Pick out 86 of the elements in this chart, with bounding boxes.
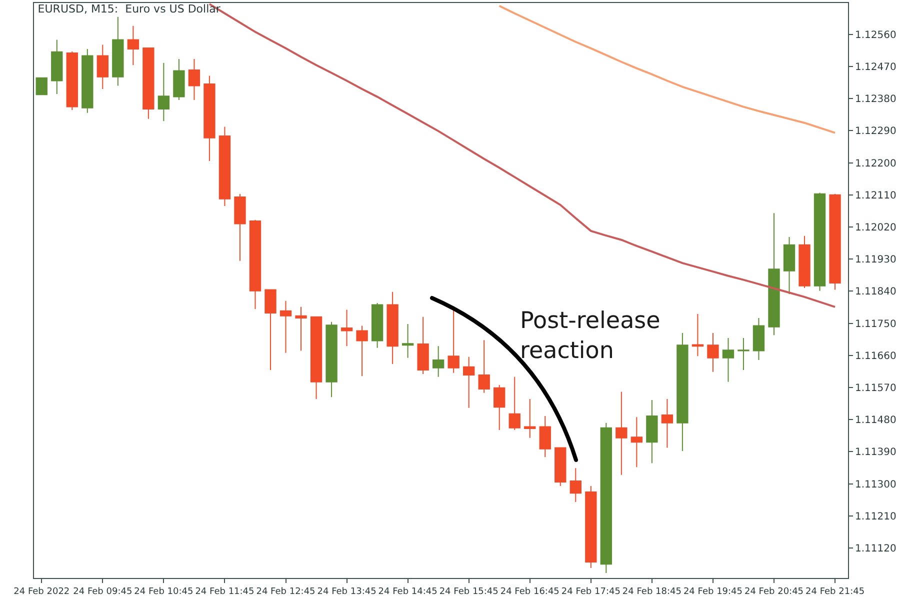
y-tick-label: 1.12380: [855, 94, 896, 106]
y-tick-label: 1.12560: [855, 30, 896, 41]
x-tick-label: 24 Feb 16:45: [500, 586, 560, 597]
x-tick-label: 24 Feb 15:45: [439, 586, 498, 597]
candlestick: [814, 192, 826, 292]
candlestick: [402, 324, 414, 358]
x-tick-label: 24 Feb 17:45: [561, 586, 620, 597]
candlestick: [96, 44, 108, 90]
candlestick: [798, 235, 810, 288]
candlestick: [494, 384, 506, 430]
x-tick-label: 24 Feb 11:45: [195, 586, 254, 597]
candlestick: [173, 58, 185, 101]
candlestick: [66, 51, 78, 111]
y-tick-label: 1.12110: [855, 190, 896, 202]
x-tick-label: 24 Feb 19:45: [683, 586, 742, 597]
candlestick: [326, 321, 338, 398]
candlestick: [371, 302, 384, 348]
y-tick-label: 1.11930: [855, 254, 896, 266]
candlestick: [585, 485, 597, 569]
y-tick-label: 1.11570: [855, 383, 896, 394]
line-series: [498, 4, 836, 134]
candlestick: [722, 337, 734, 382]
candlestick: [112, 16, 124, 86]
candlestick: [448, 308, 460, 374]
candlestick: [51, 39, 63, 94]
candlestick: [356, 325, 368, 377]
candlestick: [127, 25, 140, 66]
x-tick-label: 24 Feb 2022: [14, 586, 70, 597]
y-tick-label: 1.11390: [855, 447, 896, 458]
candlestick: [249, 219, 262, 310]
candlestick: [707, 332, 719, 372]
x-tick-label: 24 Feb 12:45: [256, 586, 316, 597]
candlestick: [829, 193, 841, 290]
candlestick: [508, 376, 520, 430]
candlestick: [676, 332, 688, 452]
y-tick-label: 1.11840: [855, 286, 896, 298]
candlestick: [204, 75, 216, 162]
candlestick: [36, 77, 48, 96]
x-tick-label: 24 Feb 14:45: [378, 586, 438, 597]
candlestick: [646, 400, 658, 464]
candlestick: [264, 289, 276, 371]
candlestick: [752, 317, 765, 361]
candlestick: [539, 416, 551, 458]
candlestick: [478, 340, 490, 394]
y-tick-label: 1.11660: [855, 350, 896, 362]
y-tick-label: 1.11750: [855, 318, 896, 330]
candlestick: [616, 391, 628, 476]
candlestick: [158, 62, 170, 122]
candlestick: [310, 316, 322, 400]
candlestick: [768, 212, 780, 336]
y-tick-label: 1.12470: [855, 62, 896, 73]
candlestick: [142, 47, 154, 120]
candlestick: [295, 306, 307, 352]
y-tick-label: 1.11120: [855, 544, 896, 555]
y-tick-label: 1.11480: [855, 415, 896, 426]
annotation: Post-release reaction: [520, 307, 662, 366]
candlestick: [234, 193, 246, 262]
y-tick-label: 1.11300: [855, 479, 896, 490]
candlestick: [280, 300, 292, 354]
candlestick: [661, 398, 674, 448]
candlestick: [783, 236, 796, 295]
y-tick-label: 1.12290: [855, 126, 896, 138]
y-tick-label: 1.12020: [855, 222, 896, 234]
candlestick: [218, 126, 231, 206]
candlestick: [432, 346, 444, 378]
candlestick: [600, 422, 612, 574]
candlestick: [524, 398, 536, 438]
candlestick: [554, 447, 566, 486]
x-tick-label: 24 Feb 21:45: [806, 586, 865, 597]
candlestick: [570, 468, 582, 503]
y-tick-label: 1.12200: [855, 158, 896, 170]
y-tick-label: 1.11210: [855, 511, 896, 522]
x-tick-label: 24 Feb 13:45: [317, 586, 376, 597]
candlestick: [188, 58, 200, 101]
x-tick-label: 24 Feb 09:45: [73, 586, 132, 597]
candlestick: [82, 48, 94, 114]
candlestick: [340, 309, 353, 347]
x-tick-label: 24 Feb 18:45: [622, 586, 682, 597]
candlestick: [692, 314, 704, 357]
x-tick-label: 24 Feb 10:45: [134, 586, 194, 597]
candlestick: [417, 316, 429, 374]
candlestick: [463, 356, 475, 408]
x-tick-label: 24 Feb 20:45: [744, 586, 804, 597]
candlestick: [386, 291, 398, 364]
candlestick: [738, 337, 750, 371]
candlestick: [630, 416, 643, 468]
